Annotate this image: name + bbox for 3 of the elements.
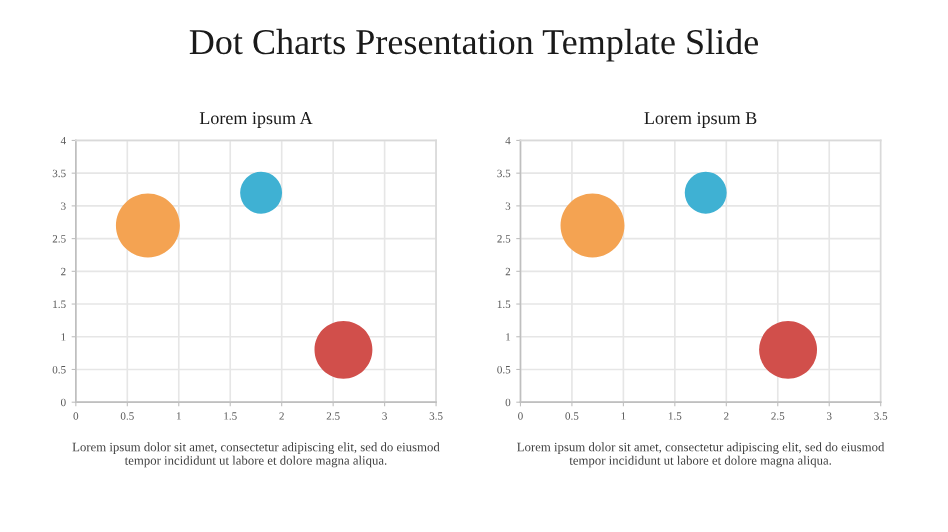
chart-title: Lorem ipsum B bbox=[644, 112, 757, 128]
chart-subtitle: Lorem ipsum A bbox=[199, 112, 313, 128]
chart-title: Dot Charts Presentation Template Slide bbox=[189, 28, 758, 62]
